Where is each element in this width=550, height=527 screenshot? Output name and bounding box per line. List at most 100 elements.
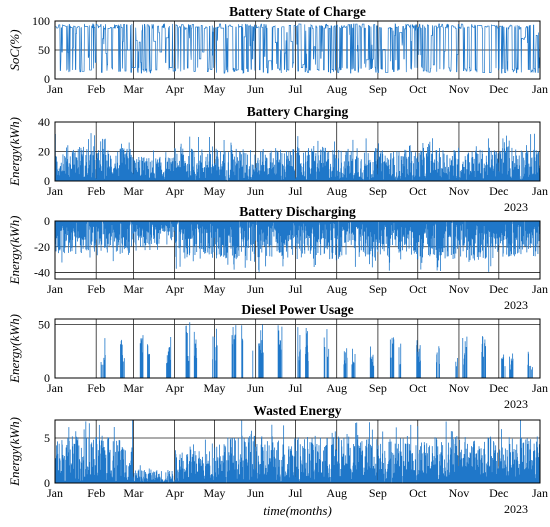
series-trace: [100, 322, 533, 378]
x-tick-label: Apr: [165, 82, 184, 96]
x-tick-label: Dec: [489, 486, 508, 500]
x-axis-label: time(months): [263, 503, 332, 518]
year-label: 2023: [504, 502, 528, 516]
x-tick-label: Mar: [123, 82, 143, 96]
x-tick-label: Dec: [489, 381, 508, 395]
y-tick-label: 100: [32, 14, 50, 28]
subplot-title: Diesel Power Usage: [241, 302, 353, 317]
x-tick-label: May: [203, 282, 225, 296]
y-axis-label: Energy(kWh): [7, 417, 22, 487]
x-tick-label: Apr: [165, 282, 184, 296]
x-tick-label: Sep: [369, 381, 387, 395]
x-tick-label: Oct: [409, 82, 427, 96]
y-tick-label: 50: [38, 43, 50, 57]
x-tick-label: Feb: [87, 282, 105, 296]
y-axis-label: Energy(kWh): [7, 216, 22, 286]
x-tick-label: Mar: [123, 486, 143, 500]
x-tick-label: Sep: [369, 282, 387, 296]
x-tick-label: Jun: [247, 82, 264, 96]
x-tick-label: Aug: [326, 282, 347, 296]
y-axis-label: Energy(kWh): [7, 117, 22, 187]
x-tick-label: Feb: [87, 486, 105, 500]
x-tick-label: Sep: [369, 184, 387, 198]
x-tick-label: Jun: [247, 486, 264, 500]
series-spikes: [100, 322, 533, 378]
x-tick-label: Jul: [288, 282, 303, 296]
x-tick-label: Nov: [449, 486, 470, 500]
x-tick-label: Nov: [449, 82, 470, 96]
x-tick-label: Jan: [47, 282, 63, 296]
year-label: 2023: [504, 298, 528, 312]
subplot-5: Wasted Energy 0 5 Energy(kWh) Jan Feb Mar Apr Ma…: [7, 403, 548, 516]
y-tick-label: 0: [44, 476, 50, 490]
subplot-title: Battery Charging: [247, 104, 349, 119]
x-tick-label: Jan: [47, 381, 63, 395]
axes-box: [54, 220, 541, 280]
x-tick-label: Aug: [326, 184, 347, 198]
x-tick-label: Jan: [532, 486, 548, 500]
series-spikes: [54, 420, 541, 483]
x-tick-label: May: [203, 82, 225, 96]
x-tick-label: Aug: [326, 82, 347, 96]
year-label: 2023: [504, 397, 528, 411]
x-tick-label: Nov: [449, 184, 470, 198]
y-tick-label: 20: [38, 145, 50, 159]
y-tick-label: 40: [38, 115, 50, 129]
x-tick-label: Sep: [369, 82, 387, 96]
x-tick-label: May: [203, 184, 225, 198]
x-tick-label: Mar: [123, 381, 143, 395]
x-tick-label: Nov: [449, 282, 470, 296]
series-trace: [54, 23, 541, 75]
y-tick-label: 5: [44, 431, 50, 445]
x-tick-label: Oct: [409, 381, 427, 395]
x-tick-label: Aug: [326, 381, 347, 395]
x-tick-label: Jan: [532, 184, 548, 198]
x-tick-label: Apr: [165, 184, 184, 198]
y-tick-label: -40: [34, 266, 50, 280]
x-tick-label: Mar: [123, 282, 143, 296]
x-tick-label: Apr: [165, 381, 184, 395]
x-tick-label: Dec: [489, 184, 508, 198]
subplot-title: Wasted Energy: [253, 403, 341, 418]
x-tick-label: Jan: [47, 82, 63, 96]
series-trace: [54, 221, 541, 272]
y-tick-label: 0: [44, 214, 50, 228]
x-tick-label: Nov: [449, 381, 470, 395]
subplot-1: Battery State of Charge 0 50 100 SoC(%) Jan Fe…: [7, 4, 548, 96]
x-tick-label: Oct: [409, 184, 427, 198]
series-trace: [54, 420, 541, 483]
x-tick-label: Jun: [247, 282, 264, 296]
x-tick-label: Aug: [326, 486, 347, 500]
x-tick-label: Jan: [47, 486, 63, 500]
axes-box: [54, 318, 541, 379]
x-tick-label: May: [203, 486, 225, 500]
series-trace: [54, 133, 541, 181]
x-tick-label: Jul: [288, 82, 303, 96]
subplot-title: Battery Discharging: [239, 204, 356, 219]
axes-box: [54, 419, 541, 484]
subplot-title: Battery State of Charge: [229, 4, 366, 19]
x-tick-label: Jan: [532, 381, 548, 395]
soc-line: [54, 23, 541, 75]
subplot-2: Battery Charging 0 20 40 Energy(kWh) Jan Feb Ma…: [7, 104, 548, 214]
x-tick-label: Feb: [87, 184, 105, 198]
subplot-4: Diesel Power Usage 0 50 Energy(kWh) Jan Feb Ma…: [7, 302, 548, 411]
x-tick-label: Jul: [288, 184, 303, 198]
x-tick-label: Jul: [288, 381, 303, 395]
y-tick-label: 0: [44, 72, 50, 86]
x-tick-label: Jan: [532, 82, 548, 96]
x-tick-label: Mar: [123, 184, 143, 198]
y-tick-label: 0: [44, 174, 50, 188]
x-tick-label: Jan: [47, 184, 63, 198]
x-tick-label: Jul: [288, 486, 303, 500]
y-axis-label: Energy(kWh): [7, 314, 22, 384]
year-label: 2023: [504, 200, 528, 214]
y-tick-label: -20: [34, 240, 50, 254]
y-tick-label: 0: [44, 371, 50, 385]
x-tick-label: Jun: [247, 184, 264, 198]
x-tick-label: Apr: [165, 486, 184, 500]
x-tick-label: Jun: [247, 381, 264, 395]
x-tick-label: May: [203, 381, 225, 395]
y-axis-label: SoC(%): [7, 29, 22, 70]
